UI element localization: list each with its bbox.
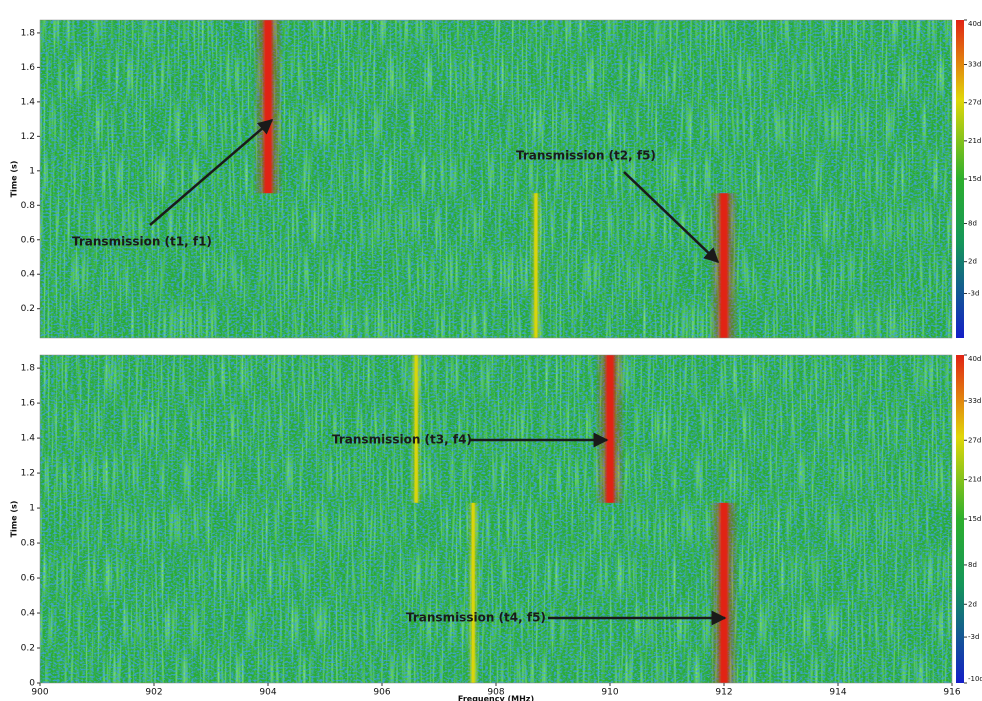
colorbar-tick-label: 8d (968, 220, 977, 228)
colorbar-tick-label: 15d (968, 175, 981, 183)
signal (595, 355, 625, 503)
plot-area (40, 20, 952, 338)
y-tick-label: 0.8 (21, 539, 36, 549)
colorbar-tick-label: 21d (968, 137, 981, 145)
y-tick-label: 0.8 (21, 201, 36, 211)
signal (709, 502, 739, 683)
colorbar-tick-label: 15d (968, 515, 981, 523)
y-tick-label: 0.4 (21, 609, 36, 619)
y-tick-label: 1.8 (21, 28, 36, 38)
noise (40, 20, 952, 338)
signal (253, 20, 283, 194)
annotation: Transmission (t2, f5) (516, 149, 656, 163)
x-tick-label: 912 (715, 688, 732, 698)
x-tick-label: 914 (829, 688, 846, 698)
plot-area (40, 355, 952, 683)
colorbar-tick-label: 21d (968, 476, 981, 484)
annotation: Transmission (t4, f5) (406, 611, 546, 625)
colorbar-tick-label: 40d (968, 20, 981, 28)
colorbar-tick-label: -3d (968, 289, 979, 297)
colorbar (956, 20, 964, 338)
y-tick-label: 1.8 (21, 364, 36, 374)
colorbar (956, 355, 964, 683)
y-tick-label: 1.4 (21, 434, 36, 444)
x-tick-label: 910 (601, 688, 618, 698)
annotation: Transmission (t3, f4) (332, 433, 472, 447)
y-tick-label: 1.2 (21, 469, 35, 479)
y-axis-label: Time (s) (10, 501, 19, 538)
annotation: Transmission (t1, f1) (72, 235, 212, 249)
colorbar-tick-label: 33d (968, 397, 981, 405)
plot-frame (39, 19, 953, 339)
colorbar-tick-label: 2d (968, 258, 977, 266)
signal (709, 193, 739, 338)
colorbar-tick-label: 27d (968, 436, 981, 444)
y-tick-label: 0.6 (21, 574, 36, 584)
colorbar-tick-label: 40d (968, 355, 981, 363)
y-tick-label: 0 (29, 679, 35, 689)
x-tick-label: 900 (31, 688, 48, 698)
y-tick-label: 0.6 (21, 235, 36, 245)
colorbar-tick-label: -3d (968, 633, 979, 641)
y-tick-label: 1 (29, 504, 35, 514)
signal (467, 502, 480, 683)
signal (529, 193, 542, 338)
x-tick-label: 902 (145, 688, 162, 698)
x-tick-label: 916 (943, 688, 960, 698)
y-tick-label: 1.6 (21, 399, 36, 409)
x-axis-label: Frequency (MHz) (458, 695, 534, 701)
y-tick-label: 0.2 (21, 644, 35, 654)
colorbar-tick-label: -10d (968, 675, 982, 683)
y-axis-label: Time (s) (10, 161, 19, 198)
y-tick-label: 0.4 (21, 270, 36, 280)
colorbar-tick-label: 2d (968, 600, 977, 608)
y-tick-label: 1 (29, 166, 35, 176)
x-tick-label: 908 (487, 688, 504, 698)
x-tick-label: 906 (373, 688, 390, 698)
annotation-arrow (623, 171, 720, 264)
colorbar-tick-label: 8d (968, 561, 977, 569)
noise (40, 355, 952, 683)
y-tick-label: 1.4 (21, 97, 36, 107)
annotation-arrow (149, 119, 274, 226)
x-tick-label: 904 (259, 688, 276, 698)
signal (410, 355, 423, 503)
colorbar-tick-label: 33d (968, 61, 981, 69)
colorbar-tick-label: 27d (968, 99, 981, 107)
y-tick-label: 1.6 (21, 63, 36, 73)
y-tick-label: 1.2 (21, 132, 35, 142)
y-tick-label: 0.2 (21, 304, 35, 314)
